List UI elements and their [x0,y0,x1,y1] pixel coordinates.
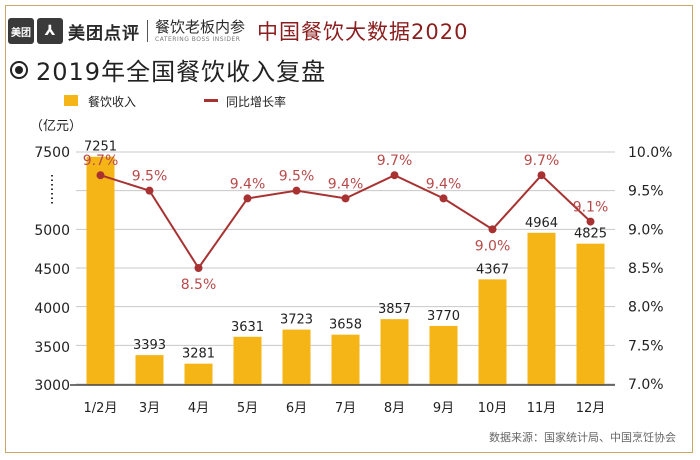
y2-tick-label: 9.0% [628,222,664,238]
y-tick-label: 5000 [34,223,70,239]
y2-tick-label: 7.0% [628,377,664,393]
growth-rate-point [145,186,154,195]
bar-value-label: 3658 [329,318,362,333]
legend-line-label: 同比增长率 [226,94,286,109]
brand-name: 美团点评 [68,23,140,44]
growth-rate-label: 9.4% [230,176,266,192]
legend-line-swatch [204,99,218,102]
chart-frame [5,5,693,453]
y-tick-label: 4500 [34,262,70,278]
x-tick-label: 1/2月 [84,401,118,416]
x-tick-label: 12月 [576,401,606,416]
y-tick-label: 7500 [34,145,70,161]
x-tick-label: 9月 [433,401,454,416]
bar [478,279,507,385]
header: 美团 ⅄ 美团点评 餐饮老板内参 CATERING BOSS INSIDER 中… [8,14,468,48]
bar-value-label: 4964 [525,216,558,231]
meituan-logo: 美团 [8,18,34,44]
bar-value-label: 3631 [231,320,264,335]
bar-value-label: 7251 [84,140,117,155]
growth-rate-point [292,186,301,195]
growth-rate-label: 8.5% [181,277,217,293]
x-tick-label: 6月 [286,401,307,416]
growth-rate-point [390,171,399,180]
growth-rate-point [243,194,252,203]
y-axis-unit-label: （亿元） [30,119,82,134]
growth-rate-point [439,194,448,203]
x-tick-label: 4月 [188,401,209,416]
bar-value-label: 3281 [182,347,215,362]
growth-rate-point [488,225,497,234]
growth-rate-label: 9.7% [377,153,413,169]
legend-bar-label: 餐饮收入 [88,94,136,109]
x-tick-label: 8月 [384,401,405,416]
page-title: 2019年全国餐饮收入复盘 [36,58,327,86]
bar [380,319,409,385]
growth-rate-label: 9.5% [279,169,315,185]
growth-rate-label: 9.5% [132,169,168,185]
bar-value-label: 4367 [476,262,509,277]
x-tick-label: 5月 [237,401,258,416]
x-tick-label: 3月 [139,401,160,416]
y-tick-label: 3500 [34,340,70,356]
growth-rate-point [586,217,595,226]
growth-rate-label: 9.4% [328,176,364,192]
bar [576,243,605,385]
bar-value-label: 3723 [280,313,313,328]
bar [233,336,262,385]
x-tick-label: 10月 [478,401,508,416]
growth-rate-label: 9.1% [573,200,609,216]
title-row: 2019年全国餐饮收入复盘 [10,52,326,87]
header-divider [147,20,148,42]
bar [429,325,458,385]
growth-rate-point [194,264,203,272]
data-source: 数据来源：国家统计局、中国烹饪协会 [489,431,676,444]
bar [86,156,115,385]
dianping-logo-icon: ⅄ [37,18,63,44]
bar [135,355,164,385]
sub-brand-name: 餐饮老板内参 [155,17,246,36]
bar [331,334,360,385]
sub-brand: 餐饮老板内参 CATERING BOSS INSIDER [155,17,246,43]
growth-rate-label: 9.0% [475,238,511,254]
sub-brand-en: CATERING BOSS INSIDER [155,35,241,43]
growth-rate-point [96,171,105,180]
growth-rate-point [341,194,350,203]
bar-value-label: 3393 [133,338,166,353]
y2-tick-label: 9.5% [628,184,664,200]
y-tick-label: 4000 [34,301,70,317]
bar-value-label: 3857 [378,302,411,317]
bar [282,329,311,385]
series-title: 中国餐饮大数据2020 [257,20,469,44]
y2-tick-label: 8.5% [628,261,664,277]
y-tick-label: 3000 [34,378,70,394]
growth-rate-label: 9.7% [83,153,119,169]
y2-tick-label: 10.0% [628,145,672,161]
bar [527,232,556,385]
growth-rate-point [537,171,546,180]
bar [184,363,213,385]
x-tick-label: 7月 [335,401,356,416]
legend-bar-swatch [64,95,78,106]
y2-tick-label: 7.5% [628,338,664,354]
bar-value-label: 4825 [574,227,607,242]
x-tick-label: 11月 [527,401,557,416]
target-bullet-icon [10,60,28,79]
growth-rate-label: 9.4% [426,176,462,192]
growth-rate-label: 9.7% [524,153,560,169]
bar-value-label: 3770 [427,309,460,324]
y2-tick-label: 8.0% [628,300,664,316]
